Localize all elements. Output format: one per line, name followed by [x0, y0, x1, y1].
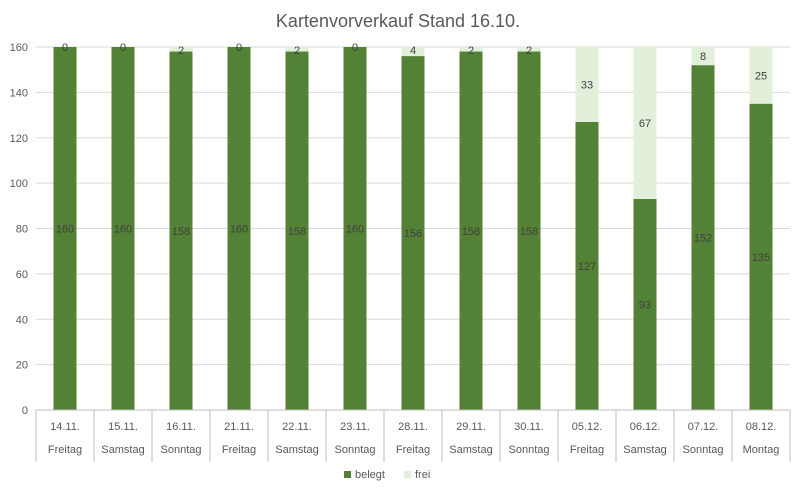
- bar-belegt: [575, 121, 599, 411]
- data-label-belegt: 158: [520, 226, 538, 238]
- x-tick-label-date: 22.11.: [282, 421, 312, 433]
- x-tick-label-weekday: Freitag: [222, 444, 256, 456]
- data-label-frei: 0: [120, 42, 126, 54]
- x-tick-label-date: 16.11.: [166, 421, 196, 433]
- x-tick-label-date: 07.12.: [688, 421, 719, 433]
- bar-belegt: [691, 65, 715, 411]
- x-axis: 14.11. Freitag 15.11. Samstag 16.11. Sonntag 2…: [35, 409, 791, 462]
- bar-belegt: [169, 51, 193, 410]
- y-tick-label: 40: [16, 314, 28, 326]
- bar-belegt: [343, 47, 367, 410]
- x-tick-label-date: 21.11.: [224, 421, 254, 433]
- y-tick-label: 100: [10, 178, 28, 190]
- x-tick-label-weekday: Freitag: [48, 444, 82, 456]
- bars: [53, 47, 773, 411]
- x-tick-label-weekday: Freitag: [396, 444, 430, 456]
- data-label-belegt: 135: [752, 252, 770, 264]
- data-label-belegt: 127: [578, 261, 596, 273]
- data-label-frei: 2: [294, 45, 300, 57]
- y-tick-label: 80: [16, 224, 28, 236]
- x-tick-label-weekday: Samstag: [101, 444, 144, 456]
- data-label-belegt: 158: [288, 226, 306, 238]
- data-labels: 160 0 160 0 158 2 160 0 158 2 160 0 156 4 158 2 158 2 127 3…: [56, 42, 770, 312]
- bar-belegt: [401, 56, 425, 410]
- data-label-belegt: 152: [694, 233, 712, 245]
- bar-frei: [575, 47, 599, 122]
- bar-frei: [169, 47, 193, 52]
- data-label-belegt: 158: [172, 226, 190, 238]
- x-tick-label-date: 14.11.: [50, 421, 80, 433]
- data-label-belegt: 93: [639, 300, 651, 312]
- x-tick-label-date: 23.11.: [340, 421, 370, 433]
- data-label-belegt: 160: [346, 224, 364, 236]
- bar-frei: [459, 47, 483, 52]
- data-label-frei: 2: [468, 45, 474, 57]
- legend-label-frei: frei: [415, 469, 430, 481]
- y-tick-label: 60: [16, 269, 28, 281]
- data-label-frei: 33: [581, 79, 593, 91]
- x-tick-label-weekday: Sonntag: [335, 444, 376, 456]
- legend-swatch-belegt: [344, 471, 351, 478]
- bar-frei: [517, 47, 541, 52]
- data-label-frei: 67: [639, 118, 651, 130]
- data-label-belegt: 160: [56, 224, 74, 236]
- legend: belegt frei: [344, 469, 430, 481]
- y-axis: 0 20 40 60 80 100 120 140 160: [10, 42, 28, 417]
- legend-label-belegt: belegt: [355, 469, 385, 481]
- data-label-frei: 8: [700, 51, 706, 63]
- bar-frei: [401, 47, 425, 57]
- data-label-belegt: 160: [114, 224, 132, 236]
- x-tick-label-weekday: Samstag: [623, 444, 666, 456]
- data-label-belegt: 158: [462, 226, 480, 238]
- y-tick-label: 0: [22, 405, 28, 417]
- data-label-frei: 2: [178, 45, 184, 57]
- x-tick-label-date: 29.11.: [456, 421, 486, 433]
- data-label-frei: 4: [410, 45, 416, 57]
- x-tick-label-weekday: Montag: [743, 444, 780, 456]
- x-tick-label-weekday: Samstag: [449, 444, 492, 456]
- bar-belegt: [459, 51, 483, 410]
- data-label-belegt: 160: [230, 224, 248, 236]
- bar-belegt: [111, 47, 135, 410]
- bar-frei: [691, 47, 715, 66]
- data-label-frei: 0: [352, 42, 358, 54]
- x-tick-label-date: 08.12.: [746, 421, 777, 433]
- y-tick-label: 20: [16, 360, 28, 372]
- bar-belegt: [227, 47, 251, 410]
- y-tick-label: 120: [10, 133, 28, 145]
- x-tick-label-weekday: Sonntag: [683, 444, 724, 456]
- legend-swatch-frei: [404, 471, 411, 478]
- x-tick-label-weekday: Samstag: [275, 444, 318, 456]
- bar-belegt: [749, 103, 773, 410]
- data-label-frei: 25: [755, 70, 767, 82]
- x-tick-label-weekday: Sonntag: [509, 444, 550, 456]
- bar-belegt: [517, 51, 541, 410]
- x-tick-label-date: 05.12.: [572, 421, 603, 433]
- data-label-frei: 2: [526, 45, 532, 57]
- y-tick-label: 140: [10, 87, 28, 99]
- x-tick-label-date: 06.12.: [630, 421, 661, 433]
- data-label-frei: 0: [236, 42, 242, 54]
- x-tick-label-date: 28.11.: [398, 421, 428, 433]
- bar-frei: [633, 47, 657, 200]
- x-tick-label-date: 30.11.: [514, 421, 544, 433]
- chart-title: Kartenvorverkauf Stand 16.10.: [276, 11, 520, 31]
- y-tick-label: 160: [10, 42, 28, 54]
- bar-frei: [749, 47, 773, 104]
- data-label-frei: 0: [62, 42, 68, 54]
- data-label-belegt: 156: [404, 228, 422, 240]
- bar-belegt: [53, 47, 77, 410]
- bar-belegt: [285, 51, 309, 410]
- x-tick-label-weekday: Sonntag: [161, 444, 202, 456]
- bar-frei: [285, 47, 309, 52]
- x-tick-label-weekday: Freitag: [570, 444, 604, 456]
- bar-belegt: [633, 199, 657, 410]
- x-tick-label-date: 15.11.: [108, 421, 138, 433]
